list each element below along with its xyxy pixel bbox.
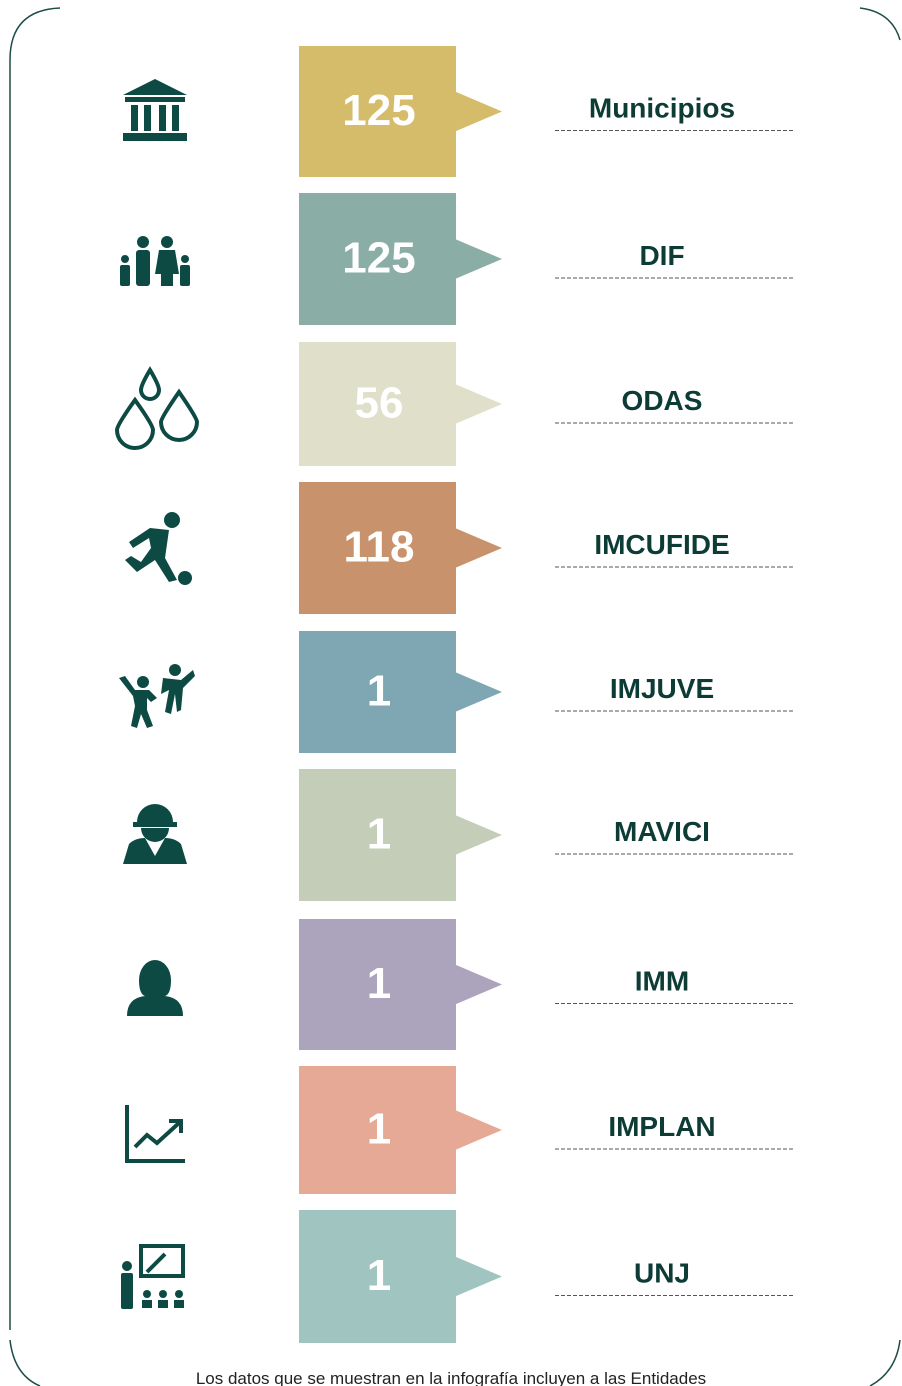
value-box: [299, 769, 456, 901]
value-box: [299, 919, 456, 1050]
value-box: [299, 342, 456, 466]
icon-growth: [125, 1105, 185, 1163]
box-pointer: [455, 672, 502, 712]
icon-worker: [123, 804, 187, 864]
icon-teacher: [121, 1244, 185, 1309]
box-pointer: [455, 91, 502, 132]
icon-drops: [114, 366, 200, 450]
value-box: [299, 1210, 456, 1343]
value-box: [299, 631, 456, 753]
box-pointer: [455, 384, 502, 424]
value: 118: [344, 523, 415, 572]
label: ODAS: [622, 385, 703, 416]
label: IMPLAN: [608, 1111, 715, 1142]
value: 125: [342, 86, 415, 135]
icon-youth: [119, 664, 195, 728]
label: IMJUVE: [610, 673, 714, 704]
value: 1: [367, 1105, 391, 1154]
value-box: [299, 193, 456, 325]
value: 1: [367, 810, 391, 859]
value-box: [299, 46, 456, 177]
label: IMCUFIDE: [594, 529, 729, 560]
label: MAVICI: [614, 816, 710, 847]
footer: Los datos que se muestran en la infograf…: [196, 1369, 706, 1386]
label: DIF: [639, 240, 684, 271]
box-pointer: [455, 528, 502, 568]
value: 125: [342, 234, 415, 283]
icon-woman: [127, 960, 183, 1016]
label: Municipios: [589, 93, 735, 124]
value: 56: [355, 379, 404, 428]
box-pointer: [455, 815, 502, 855]
box-pointer: [455, 964, 502, 1005]
icon-building: [123, 79, 187, 141]
value-box: [299, 482, 456, 614]
frame: [9, 7, 901, 1386]
box-pointer: [455, 239, 502, 279]
box-pointer: [455, 1256, 502, 1297]
value: 1: [367, 667, 391, 716]
value: 1: [367, 1251, 391, 1300]
icon-family: [120, 236, 190, 286]
label: UNJ: [634, 1258, 690, 1289]
value-box: [299, 1066, 456, 1194]
label: IMM: [635, 966, 689, 997]
icon-soccer: [125, 512, 192, 585]
value: 1: [367, 959, 391, 1008]
box-pointer: [455, 1110, 502, 1150]
